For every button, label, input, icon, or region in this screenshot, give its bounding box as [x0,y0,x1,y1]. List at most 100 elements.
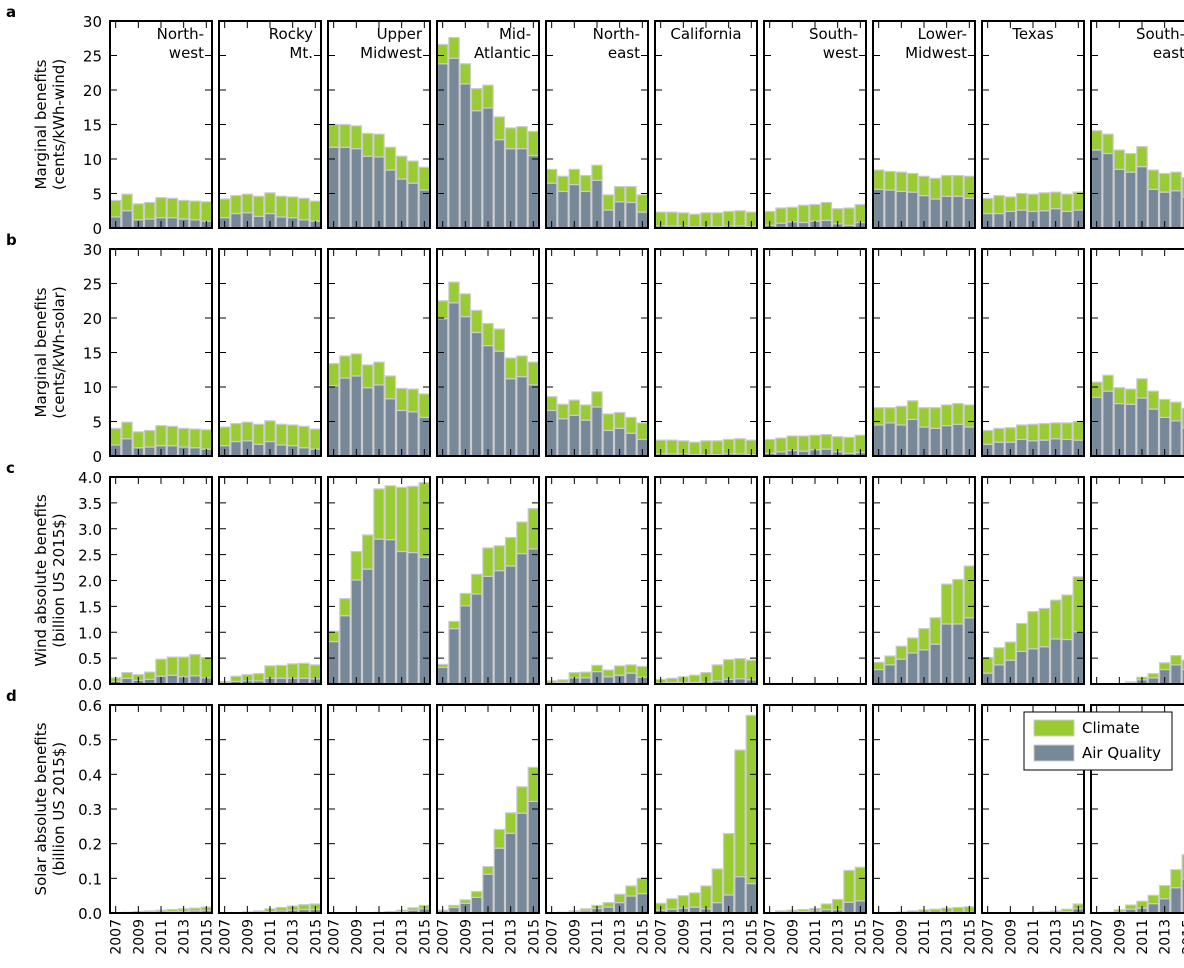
bar-climate [252,195,265,217]
bar-climate [568,399,581,416]
x-tick-label: 2013 [177,919,193,955]
subplot [872,476,976,685]
bar-climate [1038,192,1051,212]
bar-air-quality [361,568,374,685]
bar-climate [504,536,517,567]
bar-climate [940,583,953,625]
region-title: Texas [1011,25,1054,43]
bar-climate [884,655,896,666]
subplot-frame [109,248,213,457]
bar-climate [613,186,626,203]
bar-climate [350,125,363,150]
x-tick-label: 2015 [1180,919,1184,955]
bar-climate [143,429,156,448]
bar-air-quality [327,385,340,457]
bar-climate [350,550,363,581]
bar-climate [940,404,953,427]
subplot: 2007 2009 2011 2013 2015 [763,704,869,955]
x-tick-label: 2011 [1026,919,1042,955]
bar-climate [906,400,919,421]
bar-air-quality [470,110,483,229]
bar-air-quality [373,156,385,229]
bar-air-quality [121,210,133,229]
subplot-frame [109,476,213,685]
bar-air-quality [143,446,156,457]
legend-swatch-air-quality [1033,744,1075,762]
x-tick-label: 2013 [1049,919,1065,955]
y-tick-label: 30 [83,13,102,31]
bar-climate [602,413,615,432]
x-tick-label: 2009 [1003,919,1019,955]
y-tick-label: 3.0 [78,521,102,539]
bar-climate [504,357,517,380]
x-tick-label: 2007 [872,919,888,955]
bar-climate [1027,423,1039,442]
bar-climate [906,172,919,193]
bar-air-quality [361,387,374,457]
subplot: Mid-Atlantic [436,20,540,229]
bar-climate [591,391,603,408]
bar-air-quality [1181,668,1184,685]
subplot-frame [436,248,540,457]
bar-climate [309,200,322,222]
bar-air-quality [470,331,483,457]
bar-climate [218,198,231,219]
bar-air-quality [557,190,569,229]
subplot-frame [218,704,322,914]
bar-climate [298,904,310,911]
x-tick-label: 2009 [785,919,801,955]
bar-climate [568,168,581,186]
bar-air-quality [166,674,179,685]
bar-climate [1090,130,1103,151]
y-tick-label: 5 [92,186,102,204]
bar-climate [1113,149,1126,170]
subplot-frame [654,704,758,914]
bar-climate [797,908,810,913]
bar-air-quality [143,218,156,229]
subplot: 2007 2009 2011 2013 2015 [981,704,1087,955]
bar-air-quality [504,378,517,457]
y-tick-label: 2.5 [78,547,102,565]
bar-climate [470,309,483,334]
subplot: 2007 2009 2011 2013 2015 [218,704,324,955]
bar-climate [843,869,855,903]
bar-climate [516,786,528,814]
bar-climate [252,423,265,445]
bar-climate [1004,427,1017,443]
bar-air-quality [350,148,363,229]
subplot-frame [981,476,1085,685]
y-tick-label: 0.3 [78,801,102,819]
bar-climate [339,123,351,148]
bar-air-quality [230,440,242,457]
bar-climate [918,628,930,651]
region-title: Mt. [289,44,313,62]
bar-air-quality [993,664,1005,685]
bar-climate [448,904,460,909]
bar-air-quality [952,423,964,457]
x-tick-label: 2009 [240,919,256,955]
bar-climate [418,166,431,191]
bar-air-quality [527,800,540,914]
y-tick-label: 30 [83,241,102,259]
bar-air-quality [602,676,615,685]
bar-climate [1147,673,1160,679]
bar-climate [963,175,976,199]
y-axis-label: (cents/kWh-wind) [50,59,68,190]
bar-air-quality [579,190,592,229]
bar-climate [797,435,810,452]
bar-climate [384,375,397,400]
bar-air-quality [1061,438,1073,457]
bar-climate [407,160,419,184]
bar-climate [981,197,994,215]
subplot [981,248,1085,457]
x-tick-label: 2011 [699,919,715,955]
bar-air-quality [929,427,942,457]
bar-air-quality [516,552,528,685]
bar-air-quality [1015,209,1028,229]
bar-climate [1072,191,1085,211]
bar-climate [1072,576,1085,633]
region-title: east [1153,44,1184,62]
bar-climate [895,171,908,193]
x-tick-label: 2011 [917,919,933,955]
